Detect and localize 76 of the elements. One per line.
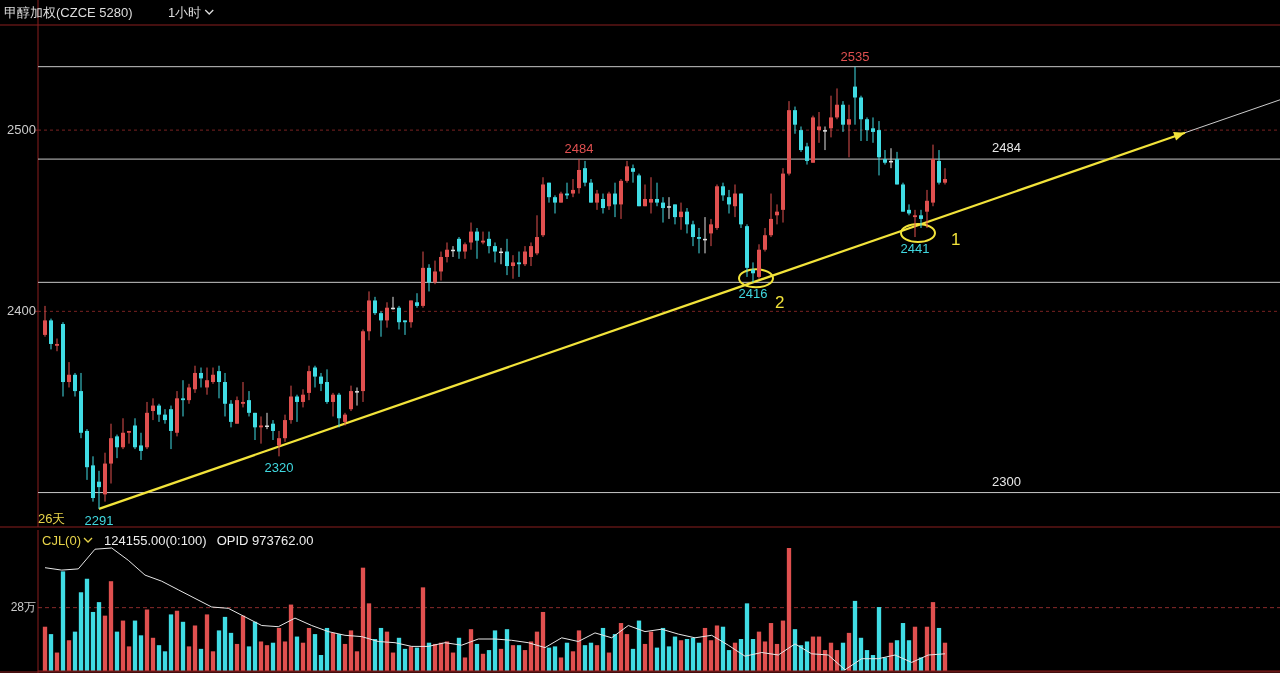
- bar: [258, 641, 264, 671]
- bar: [216, 630, 222, 671]
- bar: [678, 640, 684, 671]
- bar: [420, 587, 426, 671]
- bar: [150, 637, 156, 671]
- bar: [84, 578, 90, 671]
- bar: [786, 548, 792, 671]
- bar: [204, 614, 210, 671]
- bar: [312, 634, 318, 671]
- bar: [144, 609, 150, 671]
- y-tick-label: 2400: [7, 302, 36, 318]
- ref-line-label: 2300: [992, 473, 1021, 489]
- bar: [138, 635, 144, 671]
- bar: [876, 607, 882, 671]
- bar: [306, 627, 312, 671]
- bar: [48, 634, 54, 671]
- bar: [930, 602, 936, 671]
- bar: [96, 602, 102, 671]
- ref-line-label: 28万: [10, 599, 36, 614]
- bar: [174, 610, 180, 671]
- candlestick: [667, 197, 671, 219]
- bar: [708, 640, 714, 671]
- bar: [60, 571, 66, 671]
- candlestick: [913, 209, 917, 238]
- bar: [186, 646, 192, 671]
- bar: [78, 592, 84, 671]
- bar: [690, 637, 696, 671]
- bar: [666, 646, 672, 671]
- bar: [246, 646, 252, 671]
- chart-subtitle: 1小时: [168, 5, 202, 20]
- annotation: 2: [775, 293, 785, 313]
- bar: [240, 615, 246, 671]
- bar: [66, 640, 72, 671]
- bar: [126, 646, 132, 671]
- annotation: 2291: [84, 512, 114, 528]
- chart-title: 甲醇加权(CZCE 5280): [4, 5, 133, 20]
- candlestick: [517, 251, 521, 277]
- bar: [276, 627, 282, 671]
- annotation: 2320: [264, 460, 294, 476]
- candlestick: [697, 227, 701, 254]
- bar: [120, 620, 126, 671]
- bar: [558, 657, 564, 671]
- bar: [168, 614, 174, 671]
- annotation: 2484: [564, 141, 594, 157]
- annotation: 26天: [38, 511, 66, 526]
- chart-title: CJL(0): [42, 533, 82, 548]
- bar: [228, 632, 234, 671]
- annotation: 124155.00(0:100): [104, 533, 207, 548]
- candlestick: [355, 387, 359, 406]
- candlestick: [403, 320, 407, 335]
- bar: [180, 621, 186, 671]
- text: 1: [951, 230, 961, 250]
- bar: [192, 625, 198, 671]
- bar: [282, 641, 288, 671]
- bar: [90, 611, 96, 671]
- bar: [462, 657, 468, 671]
- bar: [108, 581, 114, 671]
- candlestick: [241, 382, 245, 408]
- bar: [744, 603, 750, 671]
- candlestick: [823, 126, 827, 151]
- bar: [684, 639, 690, 671]
- bar: [102, 615, 108, 671]
- bar: [222, 616, 228, 671]
- bar: [366, 603, 372, 671]
- candlestick: [181, 380, 185, 417]
- bar: [360, 567, 366, 671]
- bar: [132, 620, 138, 671]
- ref-line-label: 2484: [992, 140, 1021, 156]
- annotation: 2441: [900, 241, 930, 257]
- bar: [624, 634, 630, 671]
- annotation: OPID 973762.00: [216, 533, 314, 548]
- y-tick-label: 2500: [7, 121, 36, 137]
- annotation: 2416: [738, 286, 768, 302]
- bar: [42, 626, 48, 671]
- bar: [552, 646, 558, 671]
- annotation: 2535: [840, 48, 870, 64]
